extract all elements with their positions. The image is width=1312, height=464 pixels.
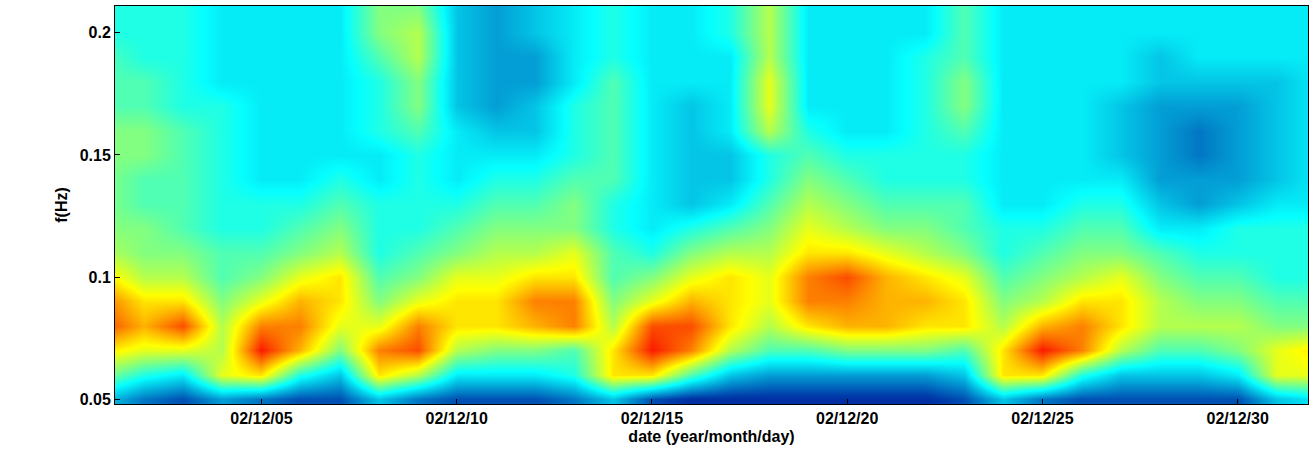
svg-text:0.2: 0.2 [89, 24, 111, 41]
svg-text:02/12/30: 02/12/30 [1207, 410, 1269, 427]
svg-text:02/12/05: 02/12/05 [230, 410, 292, 427]
svg-text:02/12/20: 02/12/20 [816, 410, 878, 427]
svg-text:0.15: 0.15 [80, 147, 111, 164]
svg-text:02/12/10: 02/12/10 [426, 410, 488, 427]
svg-text:02/12/25: 02/12/25 [1011, 410, 1073, 427]
svg-text:0.1: 0.1 [89, 269, 111, 286]
svg-text:02/12/15: 02/12/15 [621, 410, 683, 427]
svg-text:0.05: 0.05 [80, 391, 111, 408]
svg-text:date (year/month/day): date (year/month/day) [628, 428, 794, 445]
svg-text:f(Hz): f(Hz) [53, 187, 70, 223]
